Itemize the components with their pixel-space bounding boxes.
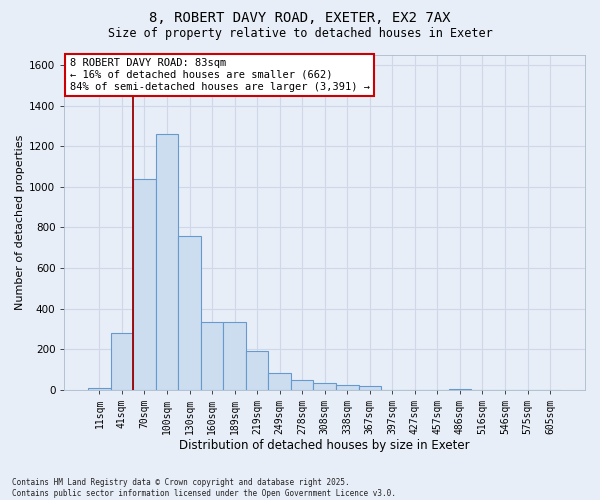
- Bar: [110, 333, 133, 390]
- Bar: [268, 374, 291, 390]
- Bar: [223, 322, 246, 390]
- Text: Size of property relative to detached houses in Exeter: Size of property relative to detached ho…: [107, 28, 493, 40]
- Bar: [178, 236, 201, 390]
- Bar: [313, 382, 336, 390]
- Bar: [156, 134, 178, 390]
- Bar: [359, 386, 381, 390]
- Bar: [449, 388, 471, 390]
- Bar: [246, 351, 268, 390]
- Bar: [201, 322, 223, 390]
- Y-axis label: Number of detached properties: Number of detached properties: [15, 134, 25, 310]
- Text: 8, ROBERT DAVY ROAD, EXETER, EX2 7AX: 8, ROBERT DAVY ROAD, EXETER, EX2 7AX: [149, 11, 451, 25]
- Text: 8 ROBERT DAVY ROAD: 83sqm
← 16% of detached houses are smaller (662)
84% of semi: 8 ROBERT DAVY ROAD: 83sqm ← 16% of detac…: [70, 58, 370, 92]
- Bar: [88, 388, 110, 390]
- Bar: [336, 384, 359, 390]
- Bar: [291, 380, 313, 390]
- X-axis label: Distribution of detached houses by size in Exeter: Distribution of detached houses by size …: [179, 440, 470, 452]
- Text: Contains HM Land Registry data © Crown copyright and database right 2025.
Contai: Contains HM Land Registry data © Crown c…: [12, 478, 396, 498]
- Bar: [133, 178, 156, 390]
